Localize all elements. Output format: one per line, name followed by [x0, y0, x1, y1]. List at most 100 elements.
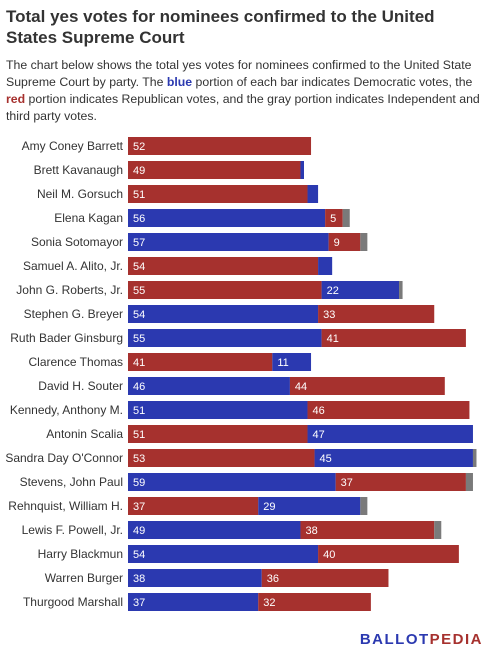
bar-row: David H. Souter 46 44	[38, 377, 445, 395]
republican-votes-segment	[128, 137, 312, 155]
republican-votes-segment	[318, 545, 459, 563]
category-label: Rehnquist, William H.	[8, 499, 123, 513]
bar-row: Sonia Sotomayor 57 9	[31, 233, 368, 251]
democratic-votes-segment	[318, 257, 333, 275]
logo-part-ballot: BALLOT	[359, 631, 430, 648]
value-label: 47	[313, 429, 325, 441]
value-label: 45	[320, 453, 332, 465]
desc-text-2: portion of each bar indicates Democratic…	[192, 75, 473, 89]
category-label: Kennedy, Anthony M.	[10, 403, 123, 417]
category-label: Samuel A. Alito, Jr.	[23, 259, 123, 273]
chart-description: The chart below shows the total yes vote…	[6, 57, 484, 125]
bar-row: Clarence Thomas 41 11	[29, 353, 312, 371]
value-label: 54	[133, 261, 145, 273]
value-label: 57	[133, 237, 145, 249]
bar-row: Stevens, John Paul 59 37	[20, 473, 473, 491]
category-label: Neil M. Gorsuch	[37, 187, 123, 201]
category-label: Ruth Bader Ginsburg	[10, 331, 123, 345]
other-votes-segment	[434, 521, 442, 539]
democratic-votes-segment	[128, 521, 301, 539]
democratic-votes-segment	[128, 545, 319, 563]
democratic-votes-segment	[128, 593, 259, 611]
democratic-votes-segment	[128, 329, 322, 347]
category-label: Elena Kagan	[54, 211, 123, 225]
republican-votes-segment	[261, 569, 389, 587]
value-label: 41	[133, 357, 145, 369]
republican-votes-segment	[300, 521, 435, 539]
value-label: 37	[341, 477, 353, 489]
democratic-votes-segment	[128, 473, 336, 491]
republican-votes-segment	[128, 353, 273, 371]
category-label: Harry Blackmun	[38, 547, 123, 561]
democratic-votes-segment	[128, 305, 319, 323]
democratic-votes-segment	[128, 401, 308, 419]
bar-row: Harry Blackmun 54 40	[38, 545, 459, 563]
bar-row: Warren Burger 38 36	[45, 569, 389, 587]
value-label: 9	[334, 237, 340, 249]
desc-text-1: The chart below shows the total yes vote…	[6, 58, 472, 89]
value-label: 46	[313, 405, 325, 417]
category-label: David H. Souter	[38, 379, 123, 393]
value-label: 51	[133, 405, 145, 417]
republican-votes-segment	[335, 473, 466, 491]
value-label: 33	[323, 309, 335, 321]
republican-votes-segment	[128, 497, 259, 515]
value-label: 49	[133, 165, 145, 177]
value-label: 55	[133, 285, 145, 297]
value-label: 56	[133, 213, 145, 225]
democratic-votes-segment	[272, 353, 312, 371]
republican-votes-segment	[328, 233, 361, 251]
desc-red-word: red	[6, 92, 26, 106]
category-label: Thurgood Marshall	[23, 595, 123, 609]
category-label: Sandra Day O'Connor	[5, 451, 123, 465]
value-label: 52	[133, 141, 145, 153]
bar-row: Lewis F. Powell, Jr. 49 38	[22, 521, 442, 539]
democratic-votes-segment	[128, 209, 326, 227]
value-label: 54	[133, 549, 145, 561]
democratic-votes-segment	[258, 497, 361, 515]
democratic-votes-segment	[307, 425, 473, 443]
other-votes-segment	[360, 233, 368, 251]
value-label: 36	[267, 573, 279, 585]
republican-votes-segment	[258, 593, 371, 611]
value-label: 11	[277, 357, 288, 369]
republican-votes-segment	[128, 185, 308, 203]
bar-row: Samuel A. Alito, Jr. 54	[23, 257, 333, 275]
other-votes-segment	[465, 473, 473, 491]
bar-row: Elena Kagan 56 5	[54, 209, 350, 227]
value-label: 37	[133, 501, 145, 513]
value-label: 51	[133, 429, 145, 441]
category-label: John G. Roberts, Jr.	[16, 283, 123, 297]
value-label: 53	[133, 453, 145, 465]
democratic-votes-segment	[300, 161, 304, 179]
republican-votes-segment	[128, 257, 319, 275]
bar-row: John G. Roberts, Jr. 55 22	[16, 281, 403, 299]
democratic-votes-segment	[321, 281, 400, 299]
republican-votes-segment	[128, 425, 308, 443]
republican-votes-segment	[128, 281, 322, 299]
republican-votes-segment	[128, 449, 315, 467]
value-label: 59	[133, 477, 145, 489]
category-label: Stephen G. Breyer	[24, 307, 123, 321]
value-label: 46	[133, 381, 145, 393]
category-label: Stevens, John Paul	[20, 475, 123, 489]
value-label: 38	[305, 525, 317, 537]
category-label: Brett Kavanaugh	[34, 163, 123, 177]
category-label: Antonin Scalia	[46, 427, 123, 441]
republican-votes-segment	[128, 161, 301, 179]
other-votes-segment	[342, 209, 350, 227]
democratic-votes-segment	[314, 449, 473, 467]
value-label: 5	[330, 213, 336, 225]
desc-text-3: portion indicates Republican votes, and …	[6, 92, 480, 123]
value-label: 55	[133, 333, 145, 345]
bar-row: Ruth Bader Ginsburg 55 41	[10, 329, 466, 347]
value-label: 54	[133, 309, 145, 321]
value-label: 38	[133, 573, 145, 585]
bar-row: Brett Kavanaugh 49	[34, 161, 304, 179]
bar-row: Thurgood Marshall 37 32	[23, 593, 371, 611]
bar-row: Sandra Day O'Connor 53 45	[5, 449, 477, 467]
republican-votes-segment	[325, 209, 343, 227]
value-label: 51	[133, 189, 145, 201]
republican-votes-segment	[318, 305, 435, 323]
